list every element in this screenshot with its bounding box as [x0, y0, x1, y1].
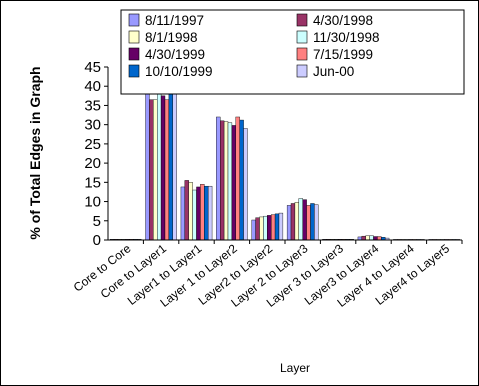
bar: [263, 215, 268, 241]
bar: [302, 199, 307, 241]
bar: [188, 182, 193, 241]
x-axis-title: Layer: [280, 361, 310, 375]
bar: [306, 205, 311, 241]
legend-label: 8/1/1998: [145, 30, 198, 45]
bar: [204, 185, 209, 241]
bar: [168, 84, 173, 241]
legend-box: [120, 9, 465, 95]
y-tick-label: 45: [84, 59, 101, 76]
legend-swatch: [128, 13, 140, 27]
bar: [255, 217, 260, 241]
bar: [270, 214, 276, 241]
bar: [361, 235, 366, 241]
legend-label: 4/30/1998: [313, 13, 373, 28]
y-tick-label: 25: [84, 136, 101, 153]
bar: [216, 116, 221, 241]
bar: [184, 180, 189, 241]
bar: [365, 235, 370, 241]
legend-swatch: [128, 47, 140, 61]
y-tick-label: 15: [84, 174, 101, 191]
bar: [373, 236, 378, 241]
y-tick-label: 5: [93, 213, 101, 230]
bar: [369, 235, 374, 241]
bar: [227, 122, 233, 241]
bar: [239, 119, 244, 241]
bar: [294, 202, 300, 241]
bar: [310, 203, 315, 241]
bar: [207, 185, 213, 241]
bar: [259, 216, 264, 241]
legend-swatch: [296, 64, 308, 78]
y-tick-label: 30: [84, 117, 101, 134]
bar: [157, 89, 162, 241]
bar: [231, 125, 236, 241]
legend-swatch: [296, 47, 308, 61]
bar: [172, 78, 177, 241]
bar: [251, 219, 256, 241]
bar: [153, 99, 158, 241]
legend-label: 10/10/1999: [145, 64, 213, 79]
bar: [160, 95, 166, 241]
bar: [145, 91, 150, 241]
bar: [200, 184, 205, 241]
bar: [180, 186, 186, 241]
bar: [377, 236, 382, 241]
bar: [220, 120, 225, 241]
legend-label: 8/11/1997: [145, 13, 204, 28]
bars: [109, 78, 463, 244]
legend-label: Jun-00: [313, 64, 354, 79]
y-tick-label: 20: [84, 155, 101, 172]
bar: [267, 215, 272, 241]
y-tick-label: 40: [84, 78, 101, 95]
bar: [278, 212, 284, 241]
legend-label: 4/30/1999: [145, 47, 205, 62]
bar: [164, 99, 170, 241]
bar: [290, 203, 296, 241]
legend-swatch: [128, 64, 140, 78]
y-axis-title: % of Total Edges in Graph: [27, 66, 43, 239]
bar: [314, 204, 319, 241]
bar: [192, 189, 197, 241]
legend: 8/11/1997 4/30/1998 8/1/1998 11/30/1998 4/30…: [120, 9, 465, 95]
legend-label: 11/30/1998: [313, 30, 380, 45]
bar: [149, 99, 154, 241]
y-tick-label: 0: [93, 232, 101, 249]
legend-swatch: [296, 13, 308, 27]
legend-swatch: [128, 30, 140, 44]
legend-swatch: [296, 30, 308, 44]
bar: [235, 116, 240, 241]
y-tick-label: 35: [84, 97, 101, 114]
bar: [274, 213, 280, 241]
bar: [196, 186, 201, 241]
y-axis-ticks: 0 5 10 15 20 25 30 35 40 45: [84, 59, 108, 249]
legend-label: 7/15/1999: [313, 47, 373, 62]
bar: [286, 205, 292, 241]
bar: [298, 198, 303, 241]
bar: [243, 128, 248, 241]
bar: [223, 121, 229, 241]
y-tick-label: 10: [84, 194, 101, 211]
